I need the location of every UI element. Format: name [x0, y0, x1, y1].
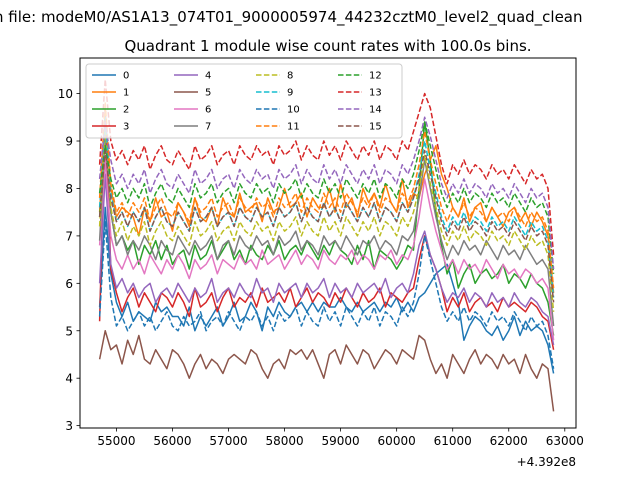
x-tick-label: 57000 [209, 434, 247, 448]
y-tick-label: 3 [65, 419, 73, 433]
x-axis-offset-label: +4.392e8 [517, 455, 576, 469]
y-tick-label: 10 [58, 87, 73, 101]
series-line-13 [98, 78, 555, 255]
y-axis: 3 4 5 6 7 8 9 10 [58, 87, 80, 433]
legend-label: 8 [287, 71, 293, 82]
series-line-3 [98, 107, 555, 350]
legend-label: 5 [205, 88, 211, 99]
legend-label: 6 [205, 105, 211, 116]
y-tick-label: 6 [65, 277, 73, 291]
legend-label: 1 [123, 88, 129, 99]
series-line-0 [98, 206, 555, 374]
series-layer [98, 78, 555, 412]
series-line-5 [98, 330, 555, 412]
legend-label: 13 [369, 88, 382, 99]
x-tick-label: 61000 [434, 434, 472, 448]
series-line-2 [98, 121, 555, 336]
series-line-6 [98, 159, 555, 341]
legend-box [85, 63, 403, 139]
legend-label: 14 [369, 105, 382, 116]
series-line-12 [98, 121, 555, 274]
legend-label: 4 [205, 71, 211, 82]
legend-label: 12 [369, 71, 382, 82]
figure-suptitle: n file: modeM0/AS1A13_074T01_9000005974_… [0, 8, 583, 27]
x-tick-label: 60000 [378, 434, 416, 448]
x-tick-label: 56000 [153, 434, 191, 448]
x-axis: 55000 56000 57000 58000 59000 60000 61000 62000… [97, 428, 584, 448]
legend-label: 7 [205, 122, 211, 133]
legend-label: 11 [287, 122, 300, 133]
x-tick-label: 55000 [97, 434, 135, 448]
x-tick-label: 58000 [265, 434, 303, 448]
axes-frame [79, 57, 577, 429]
y-tick-label: 5 [65, 324, 73, 338]
series-line-4 [98, 173, 555, 346]
legend-label: 15 [369, 122, 382, 133]
legend-label: 9 [287, 88, 293, 99]
y-tick-label: 7 [65, 229, 73, 243]
series-line-7 [98, 135, 555, 327]
chart-title: Quadrant 1 module wise count rates with … [124, 37, 531, 55]
legend-label: 2 [123, 105, 129, 116]
y-tick-label: 9 [65, 135, 73, 149]
legend-label: 10 [287, 105, 300, 116]
series-line-10 [98, 220, 555, 369]
series-line-14 [98, 116, 555, 270]
series-line-8 [98, 126, 555, 312]
series-line-15 [98, 149, 555, 303]
series-line-1 [98, 111, 555, 293]
series-line-11 [98, 102, 555, 289]
x-tick-label: 62000 [490, 434, 528, 448]
y-tick-label: 8 [65, 182, 73, 196]
x-tick-label: 59000 [322, 434, 360, 448]
x-tick-label: 63000 [546, 434, 584, 448]
y-tick-label: 4 [65, 372, 73, 386]
legend-label: 3 [123, 122, 129, 133]
legend-label: 0 [123, 71, 129, 82]
